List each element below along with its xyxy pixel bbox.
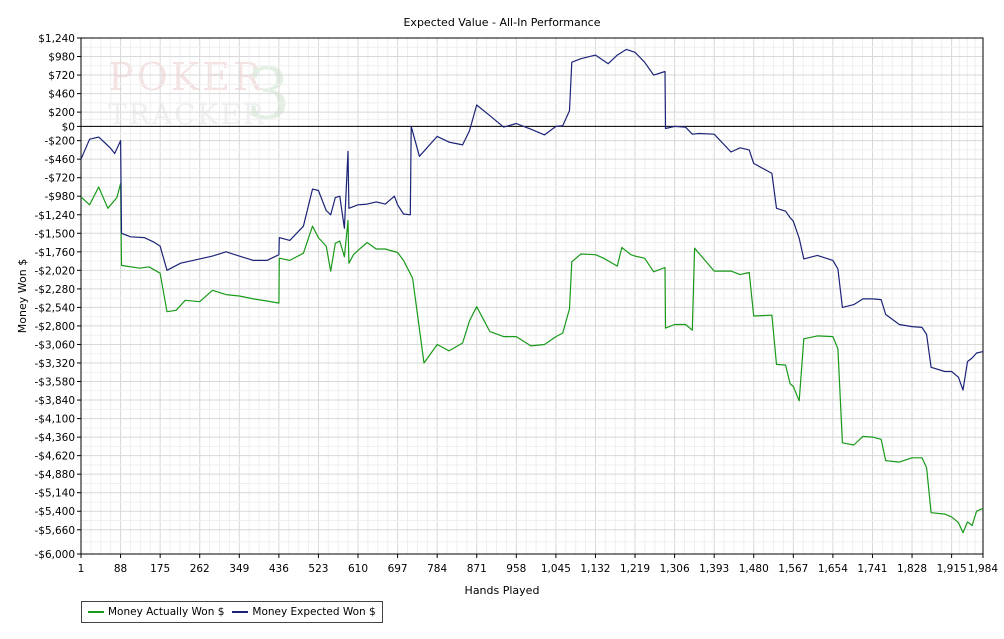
legend: Money Actually Won $ Money Expected Won … [81, 601, 383, 623]
y-tick-label: -$3,060 [34, 339, 75, 351]
x-tick-label: 436 [269, 563, 289, 575]
x-tick-label: 349 [229, 563, 249, 575]
y-tick-label: -$2,800 [34, 321, 75, 333]
y-tick-label: $720 [48, 70, 75, 82]
x-tick-label: 88 [114, 563, 127, 575]
x-tick-label: 1,045 [541, 563, 571, 575]
x-tick-label: 175 [150, 563, 170, 575]
legend-item-expected: Money Expected Won $ [232, 606, 376, 618]
plot-frame [80, 37, 984, 555]
y-tick-label: -$2,280 [34, 284, 75, 296]
series-line-actual-won [80, 182, 984, 534]
y-tick-label: -$4,360 [34, 432, 75, 444]
legend-label-expected: Money Expected Won $ [252, 606, 376, 618]
y-tick-label: $460 [48, 89, 75, 101]
x-axis-ticks: 1 88 175 262 349 436 523 610 697 784 871 958 1,045 1,… [78, 554, 998, 575]
series-line-expected-won [80, 48, 984, 391]
y-axis-label: Money Won $ [16, 259, 29, 333]
y-tick-label: -$4,880 [34, 469, 75, 481]
y-tick-label: -$1,500 [34, 228, 75, 240]
y-tick-label: -$4,100 [34, 414, 75, 426]
x-tick-label: 1,480 [739, 563, 769, 575]
legend-swatch-expected [232, 611, 249, 613]
x-tick-label: 958 [506, 563, 526, 575]
series-layer [80, 48, 984, 534]
y-tick-label: -$980 [44, 191, 75, 203]
y-tick-label: -$460 [44, 154, 75, 166]
x-tick-label: 1,984 [968, 563, 998, 575]
x-tick-label: 1,219 [620, 563, 650, 575]
x-tick-label: 1,132 [580, 563, 610, 575]
y-tick-label: -$3,320 [34, 358, 75, 370]
legend-item-actual: Money Actually Won $ [88, 606, 224, 618]
watermark-tracker: TRACKER [108, 98, 266, 131]
x-tick-label: 1,393 [699, 563, 729, 575]
x-tick-label: 871 [467, 563, 487, 575]
y-tick-label: $0 [62, 121, 75, 133]
y-tick-label: -$2,540 [34, 302, 75, 314]
y-tick-label: -$3,580 [34, 377, 75, 389]
y-tick-label: -$5,140 [34, 488, 75, 500]
x-tick-label: 1,654 [818, 563, 848, 575]
x-tick-label: 1,915 [937, 563, 967, 575]
grid-lines [80, 37, 984, 555]
x-tick-label: 697 [388, 563, 408, 575]
y-tick-label: -$3,840 [34, 395, 75, 407]
y-tick-label: -$1,760 [34, 247, 75, 259]
y-tick-label: -$5,660 [34, 525, 75, 537]
x-tick-label: 1,828 [897, 563, 927, 575]
y-tick-label: -$2,020 [34, 265, 75, 277]
x-tick-label: 784 [427, 563, 447, 575]
y-tick-label: $980 [48, 52, 75, 64]
y-axis-ticks: $1,240 $980 $720 $460 $200 $0 -$200 -$460 -$720 -… [34, 33, 81, 561]
y-tick-label: $1,240 [38, 33, 75, 45]
watermark-poker: POKER [108, 55, 264, 99]
x-tick-label: 1 [78, 563, 85, 575]
x-tick-label: 610 [348, 563, 368, 575]
chart-title: Expected Value - All-In Performance [403, 16, 600, 29]
y-tick-label: $200 [48, 107, 75, 119]
x-tick-label: 1,306 [660, 563, 690, 575]
y-tick-label: -$6,000 [34, 549, 75, 561]
x-tick-label: 1,567 [778, 563, 808, 575]
x-tick-label: 523 [308, 563, 328, 575]
legend-label-actual: Money Actually Won $ [108, 606, 225, 618]
y-tick-label: -$4,620 [34, 451, 75, 463]
legend-swatch-actual [88, 611, 104, 613]
x-tick-label: 1,741 [857, 563, 887, 575]
x-tick-label: 262 [190, 563, 210, 575]
y-tick-label: -$1,240 [34, 210, 75, 222]
y-tick-label: -$200 [44, 136, 75, 148]
y-tick-label: -$720 [44, 173, 75, 185]
y-tick-label: -$5,400 [34, 506, 75, 518]
x-axis-label: Hands Played [465, 584, 540, 597]
